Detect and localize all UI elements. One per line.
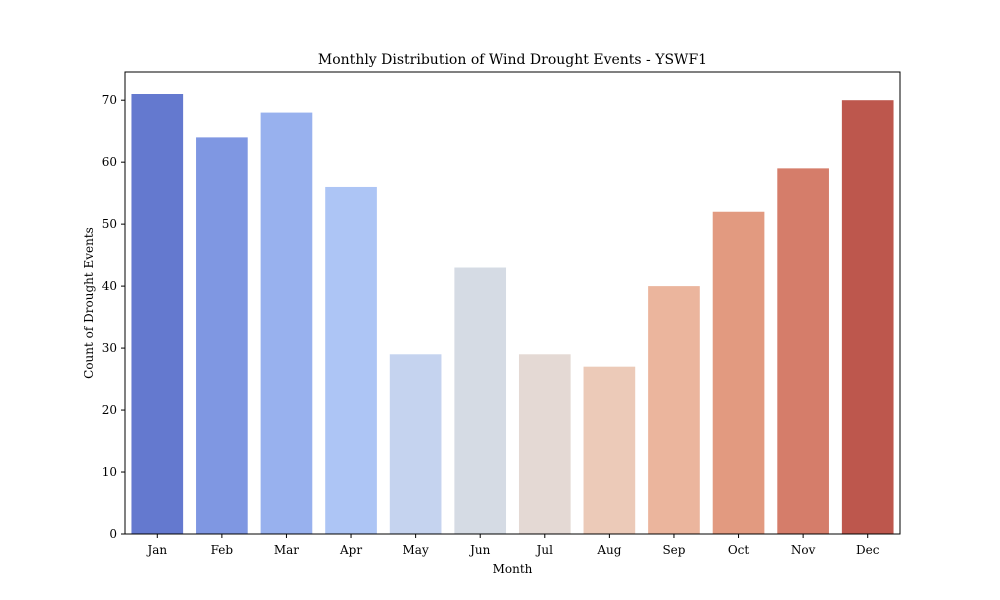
- x-tick-label: Apr: [339, 543, 362, 557]
- y-tick-label: 30: [102, 341, 117, 355]
- x-tick-label: May: [403, 543, 429, 557]
- x-tick-label: Jul: [535, 543, 554, 557]
- x-tick-label: Sep: [662, 543, 685, 557]
- bar-feb: [196, 137, 248, 534]
- bar-jul: [518, 354, 571, 534]
- bar-mar: [260, 112, 313, 534]
- bar-apr: [325, 186, 377, 534]
- x-tick-label: Dec: [856, 543, 880, 557]
- y-tick-label: 70: [102, 93, 117, 107]
- bar-aug: [583, 366, 636, 534]
- x-axis-label: Month: [493, 562, 533, 576]
- y-tick-label: 50: [102, 217, 117, 231]
- y-axis-label: Count of Drought Events: [82, 227, 96, 379]
- y-tick-label: 60: [102, 155, 117, 169]
- bar-sep: [648, 286, 700, 534]
- x-tick-label: Jun: [468, 543, 491, 557]
- x-tick-label: Jan: [145, 543, 167, 557]
- y-tick-label: 0: [109, 527, 117, 541]
- chart-title: Monthly Distribution of Wind Drought Eve…: [318, 52, 707, 68]
- y-tick-label: 40: [102, 279, 117, 293]
- bar-dec: [841, 100, 894, 535]
- x-tick-label: Oct: [728, 543, 750, 557]
- bar-nov: [777, 168, 829, 534]
- x-tick-label: Feb: [211, 543, 234, 557]
- y-tick-label: 10: [102, 465, 117, 479]
- bar-jan: [131, 94, 184, 534]
- bar-may: [389, 354, 442, 534]
- x-tick-label: Aug: [596, 543, 621, 557]
- bar-oct: [712, 211, 765, 535]
- x-tick-label: Mar: [274, 543, 299, 557]
- y-tick-label: 20: [102, 403, 117, 417]
- bars-layer: [131, 94, 894, 535]
- ticks-layer: Jan Feb Mar Apr May Jun Jul Aug Sep Oct Nov Dec 0 10 2…: [102, 93, 880, 557]
- plot-frame: [124, 71, 901, 535]
- x-tick-label: Nov: [791, 543, 816, 557]
- bar-jun: [454, 267, 507, 534]
